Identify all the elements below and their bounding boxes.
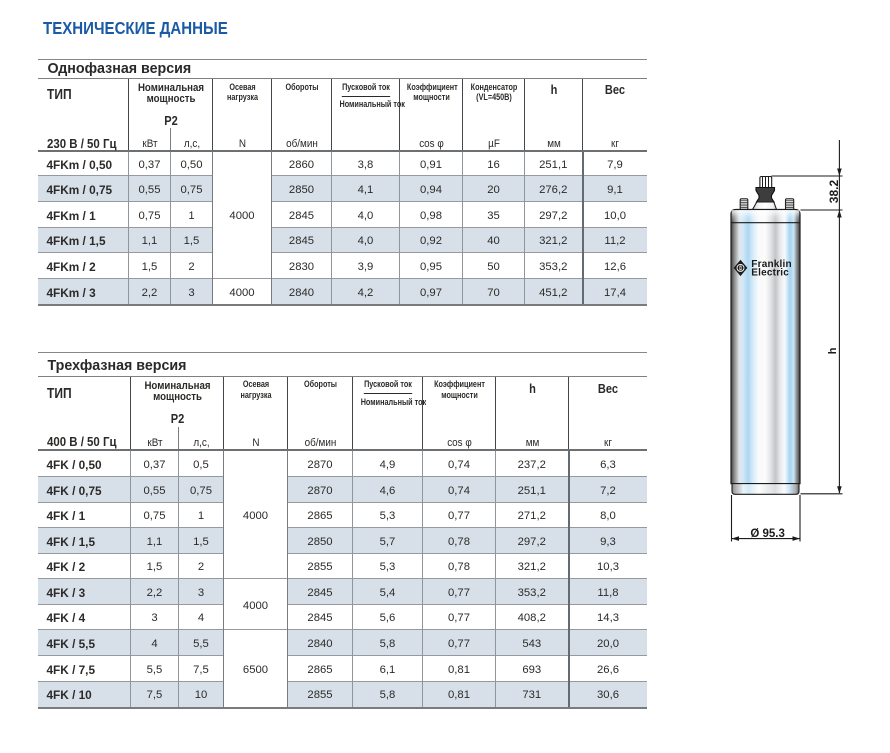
svg-text:38.2: 38.2 [827,180,841,204]
svg-text:Franklin: Franklin [751,259,792,270]
svg-text:Electric: Electric [751,268,789,279]
svg-text:h: h [827,347,839,354]
svg-text:Ø 95.3: Ø 95.3 [750,528,785,540]
